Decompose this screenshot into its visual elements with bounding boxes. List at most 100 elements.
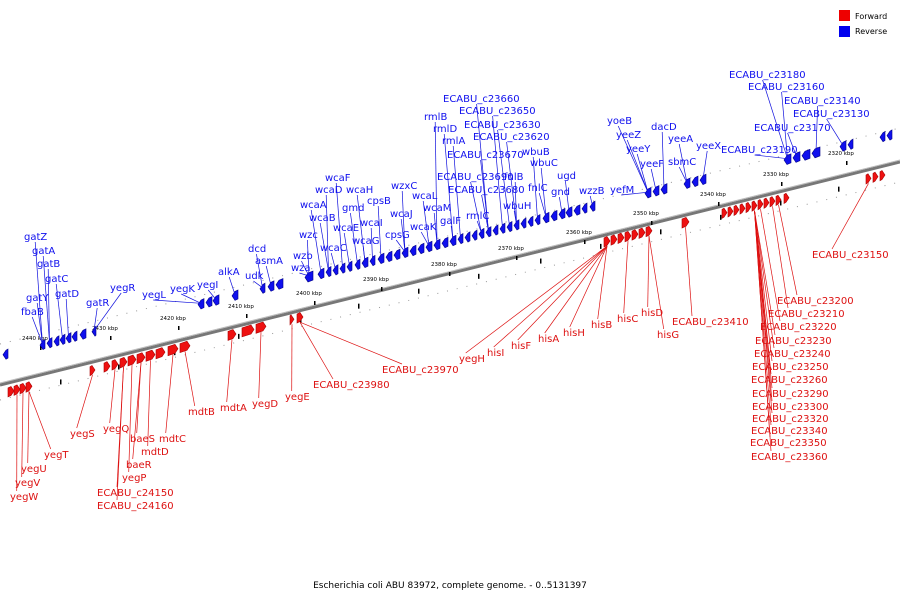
reverse-gene-label[interactable]: wcaJ: [390, 209, 413, 220]
reverse-gene-label[interactable]: ECABU_c23190: [721, 145, 798, 156]
reverse-gene[interactable]: [2, 348, 9, 360]
reverse-gene-label[interactable]: gatR: [86, 298, 109, 309]
reverse-gene-label[interactable]: wcaH: [346, 185, 373, 196]
reverse-gene[interactable]: [879, 130, 886, 143]
reverse-gene-label[interactable]: ECABU_c23140: [784, 96, 861, 107]
reverse-gene-label[interactable]: wzzB: [579, 186, 605, 197]
forward-gene-label[interactable]: ECABU_c23220: [760, 322, 837, 333]
forward-gene-label[interactable]: ECABU_c23290: [752, 389, 829, 400]
reverse-gene-label[interactable]: gnd: [551, 187, 570, 198]
forward-gene-label[interactable]: ECABU_c23150: [812, 250, 889, 261]
reverse-gene[interactable]: [527, 215, 534, 227]
forward-gene[interactable]: [769, 196, 776, 208]
forward-gene-label[interactable]: mdtD: [141, 447, 169, 458]
reverse-gene-label[interactable]: wzb: [293, 251, 313, 262]
reverse-gene-label[interactable]: ECABU_c23180: [729, 70, 806, 81]
forward-gene[interactable]: [631, 229, 639, 241]
forward-gene[interactable]: [733, 204, 740, 217]
reverse-gene[interactable]: [346, 260, 353, 272]
forward-gene-label[interactable]: ECABU_c23210: [768, 309, 845, 320]
reverse-gene-label[interactable]: sbmC: [668, 157, 696, 168]
reverse-gene-label[interactable]: yefM: [610, 185, 634, 196]
reverse-gene-label[interactable]: fnlC: [528, 183, 548, 194]
reverse-gene-label[interactable]: gatD: [55, 289, 79, 300]
reverse-gene[interactable]: [683, 177, 691, 189]
reverse-gene-label[interactable]: yegK: [170, 284, 195, 295]
forward-gene[interactable]: [757, 199, 764, 211]
forward-gene-label[interactable]: hisG: [657, 330, 679, 341]
forward-gene-label[interactable]: yegV: [15, 478, 40, 489]
forward-gene-label[interactable]: mdtC: [159, 434, 186, 445]
reverse-gene[interactable]: [259, 282, 266, 294]
forward-gene[interactable]: [136, 352, 146, 365]
reverse-gene-label[interactable]: yeeX: [696, 141, 721, 152]
reverse-gene[interactable]: [275, 278, 284, 290]
reverse-gene-label[interactable]: yoeB: [607, 116, 632, 127]
forward-gene[interactable]: [617, 232, 625, 244]
forward-gene[interactable]: [727, 206, 734, 218]
forward-gene-label[interactable]: ECABU_c24160: [97, 501, 174, 512]
reverse-gene-label[interactable]: gatC: [45, 274, 68, 285]
reverse-gene-label[interactable]: yeeY: [626, 144, 651, 155]
reverse-gene-label[interactable]: dcd: [248, 244, 266, 255]
reverse-gene-label[interactable]: wcaE: [333, 223, 359, 234]
reverse-gene-label[interactable]: yeeA: [668, 134, 693, 145]
reverse-gene[interactable]: [464, 231, 471, 243]
forward-gene[interactable]: [255, 321, 267, 334]
reverse-gene-label[interactable]: galF: [440, 216, 461, 227]
forward-gene[interactable]: [721, 207, 728, 219]
forward-gene[interactable]: [783, 192, 790, 205]
reverse-gene-label[interactable]: wzxC: [391, 181, 417, 192]
reverse-gene-label[interactable]: udk: [245, 271, 264, 282]
forward-gene[interactable]: [289, 314, 295, 326]
forward-gene-label[interactable]: ECABU_c23200: [777, 296, 854, 307]
forward-gene-label[interactable]: hisB: [591, 320, 612, 331]
reverse-gene-label[interactable]: wbuC: [530, 158, 558, 169]
reverse-gene-label[interactable]: wcaG: [352, 236, 380, 247]
reverse-gene-label[interactable]: ugd: [557, 171, 576, 182]
reverse-gene[interactable]: [317, 267, 325, 280]
forward-gene-label[interactable]: yegU: [21, 464, 47, 475]
reverse-gene[interactable]: [811, 146, 821, 159]
reverse-gene[interactable]: [847, 138, 854, 150]
reverse-gene-label[interactable]: wcaB: [309, 213, 336, 224]
forward-gene-label[interactable]: ECABU_c23410: [672, 317, 749, 328]
forward-gene[interactable]: [127, 354, 137, 367]
reverse-gene-label[interactable]: yeeZ: [616, 130, 641, 141]
forward-gene[interactable]: [296, 312, 304, 324]
forward-gene-label[interactable]: ECABU_c23340: [751, 426, 828, 437]
reverse-gene[interactable]: [393, 248, 401, 261]
reverse-gene-label[interactable]: gatY: [26, 293, 49, 304]
forward-gene-label[interactable]: mdtB: [188, 407, 215, 418]
reverse-gene[interactable]: [558, 207, 566, 220]
forward-gene-label[interactable]: yegW: [10, 492, 38, 503]
reverse-gene[interactable]: [589, 200, 596, 212]
reverse-gene-label[interactable]: yegI: [197, 280, 218, 291]
reverse-gene[interactable]: [471, 229, 478, 241]
reverse-gene[interactable]: [332, 264, 339, 276]
forward-gene-label[interactable]: ECABU_c23230: [755, 336, 832, 347]
forward-gene[interactable]: [13, 384, 21, 396]
forward-gene[interactable]: [119, 356, 128, 369]
forward-gene[interactable]: [103, 361, 111, 373]
reverse-gene[interactable]: [441, 236, 449, 249]
reverse-gene[interactable]: [417, 242, 425, 255]
forward-gene-label[interactable]: ECABU_c23300: [752, 402, 829, 413]
reverse-gene[interactable]: [71, 330, 78, 342]
reverse-gene[interactable]: [409, 244, 417, 257]
forward-gene[interactable]: [624, 230, 632, 243]
reverse-gene-label[interactable]: wzc: [299, 230, 318, 241]
reverse-gene-label[interactable]: alkA: [218, 267, 240, 278]
forward-gene-label[interactable]: hisD: [641, 308, 663, 319]
forward-gene[interactable]: [179, 340, 191, 354]
forward-gene-label[interactable]: ECABU_c23240: [754, 349, 831, 360]
forward-gene-label[interactable]: yegE: [285, 392, 310, 403]
forward-gene[interactable]: [603, 236, 611, 248]
forward-gene[interactable]: [167, 343, 179, 357]
forward-gene[interactable]: [739, 203, 746, 215]
forward-gene-label[interactable]: ECABU_c23260: [751, 375, 828, 386]
reverse-gene-label[interactable]: wbuB: [522, 147, 550, 158]
reverse-gene[interactable]: [691, 175, 699, 187]
reverse-gene-label[interactable]: gmd: [342, 203, 364, 214]
reverse-gene-label[interactable]: cpsG: [385, 230, 410, 241]
